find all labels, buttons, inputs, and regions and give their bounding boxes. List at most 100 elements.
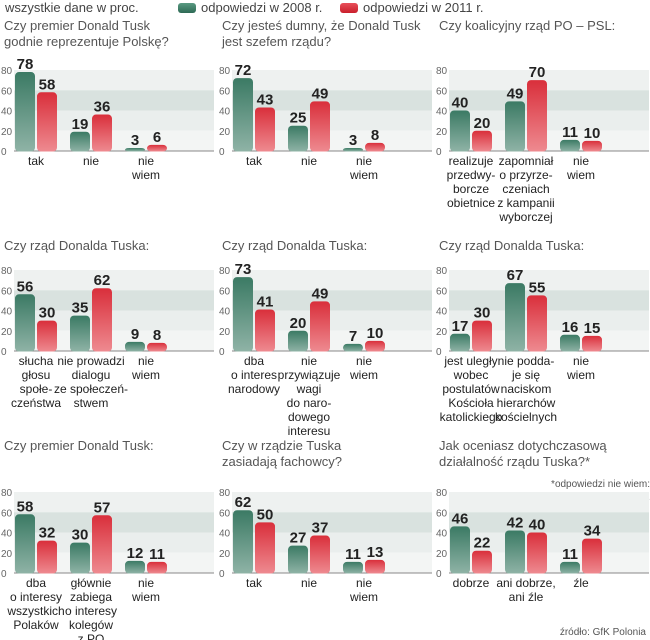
bar-2011	[472, 130, 492, 152]
bar-2011	[310, 101, 330, 152]
data-label: 49	[312, 85, 329, 102]
y-tick-label: 0	[436, 347, 442, 358]
bar-2011	[147, 561, 167, 574]
bar-2011	[527, 532, 547, 574]
grid-band	[449, 290, 649, 311]
bar-2008	[560, 561, 580, 574]
y-tick-label: 0	[219, 347, 225, 358]
y-tick-label: 60	[1, 286, 13, 297]
grid-band	[449, 70, 649, 91]
category-label: nie wiem	[349, 154, 378, 182]
bar-2008	[450, 526, 470, 574]
y-tick-label: 80	[219, 266, 231, 277]
category-label: nie wiem	[566, 154, 595, 182]
bar-2011	[92, 515, 112, 574]
bar-2008	[233, 510, 253, 574]
y-tick-label: 0	[436, 147, 442, 158]
data-label: 73	[235, 261, 252, 278]
y-tick-label: 0	[219, 569, 225, 580]
bar-2011	[527, 295, 547, 352]
y-tick-label: 80	[436, 66, 448, 77]
bar-2008	[288, 330, 308, 352]
y-tick-label: 0	[1, 569, 7, 580]
grid-band	[232, 532, 432, 553]
chart-title: Czy rząd Donalda Tuska:	[222, 238, 368, 253]
bar-2008	[15, 514, 35, 574]
grid-band	[449, 270, 649, 291]
chart-title: Jak oceniasz dotychczasową działalność r…	[439, 438, 607, 469]
y-tick-label: 40	[1, 307, 13, 318]
data-label: 19	[72, 116, 89, 133]
bar-2008	[70, 542, 90, 574]
y-tick-label: 20	[1, 127, 13, 138]
chart-title: Czy w rządzie Tuska zasiadają fachowcy?	[222, 438, 342, 469]
category-label: tak	[27, 154, 44, 168]
data-label: 9	[131, 326, 139, 343]
data-label: 22	[474, 535, 491, 552]
data-label: 25	[290, 110, 307, 127]
data-label: 78	[17, 56, 34, 73]
data-label: 6	[153, 129, 161, 146]
category-label: dobrze	[452, 576, 490, 590]
chart-plot: 0 20 40 60 80 46 22 42 40 11 34	[436, 488, 649, 580]
chart-plot: 0 20 40 60 80 17 30 67 55 16 15	[436, 266, 649, 358]
legend-swatch-2008	[178, 3, 196, 13]
bar-2011	[310, 301, 330, 352]
legend-label-2008: odpowiedzi w 2008 r.	[201, 0, 323, 15]
category-label: nie wiem	[349, 354, 378, 382]
data-label: 17	[452, 318, 469, 335]
chart-title: Czy premier Donald Tusk:	[4, 438, 154, 453]
grid-band	[232, 310, 432, 331]
data-label: 13	[367, 544, 384, 561]
bar-2008	[15, 294, 35, 352]
y-tick-label: 60	[219, 286, 231, 297]
y-tick-label: 60	[436, 286, 448, 297]
data-label: 11	[149, 546, 165, 563]
grid-band	[232, 70, 432, 91]
bar-2011	[365, 559, 385, 574]
bar-2011	[92, 114, 112, 152]
y-tick-label: 80	[436, 266, 448, 277]
data-label: 3	[349, 132, 357, 149]
grid-band	[232, 270, 432, 291]
bar-2008	[560, 334, 580, 352]
bar-2011	[37, 92, 57, 152]
data-label: 7	[349, 328, 357, 345]
data-label: 8	[371, 127, 379, 144]
data-label: 72	[235, 62, 252, 79]
bar-2011	[255, 107, 275, 152]
data-label: 50	[257, 506, 274, 523]
data-label: 16	[562, 319, 579, 336]
data-label: 3	[131, 132, 139, 149]
bar-2011	[255, 522, 275, 574]
bar-2008	[450, 110, 470, 152]
bar-2008	[288, 545, 308, 574]
bar-2011	[92, 288, 112, 352]
y-tick-label: 40	[219, 529, 231, 540]
data-label: 57	[94, 499, 111, 516]
grid-band	[232, 110, 432, 131]
y-tick-label: 20	[219, 327, 231, 338]
bar-2008	[233, 277, 253, 352]
data-label: 12	[127, 545, 144, 562]
chart-panel: Czy premier Donald Tusk: 0 20 40 60 80 58 32 30 5…	[0, 438, 215, 640]
y-tick-label: 80	[1, 66, 13, 77]
grid-band	[232, 90, 432, 111]
chart-title: Czy rząd Donalda Tuska:	[439, 238, 585, 253]
data-label: 49	[312, 285, 329, 302]
y-tick-label: 80	[219, 488, 231, 499]
category-label: ani dobrze, ani źle	[496, 576, 556, 604]
y-tick-label: 40	[436, 307, 448, 318]
bar-2008	[505, 283, 525, 352]
y-tick-label: 0	[1, 347, 7, 358]
y-tick-label: 0	[436, 569, 442, 580]
bar-2011	[582, 140, 602, 152]
data-label: 58	[39, 76, 56, 93]
chart-title: Czy premier Donald Tusk godnie reprezent…	[4, 18, 169, 49]
bar-2011	[472, 550, 492, 574]
y-tick-label: 60	[1, 508, 13, 519]
bar-2008	[125, 147, 145, 152]
category-label: nie	[300, 576, 317, 590]
chart-panel: Czy premier Donald Tusk godnie reprezent…	[0, 18, 215, 218]
chart-panel: Czy koalicyjny rząd PO – PSL: 0 20 40 60 80 40…	[435, 18, 650, 224]
